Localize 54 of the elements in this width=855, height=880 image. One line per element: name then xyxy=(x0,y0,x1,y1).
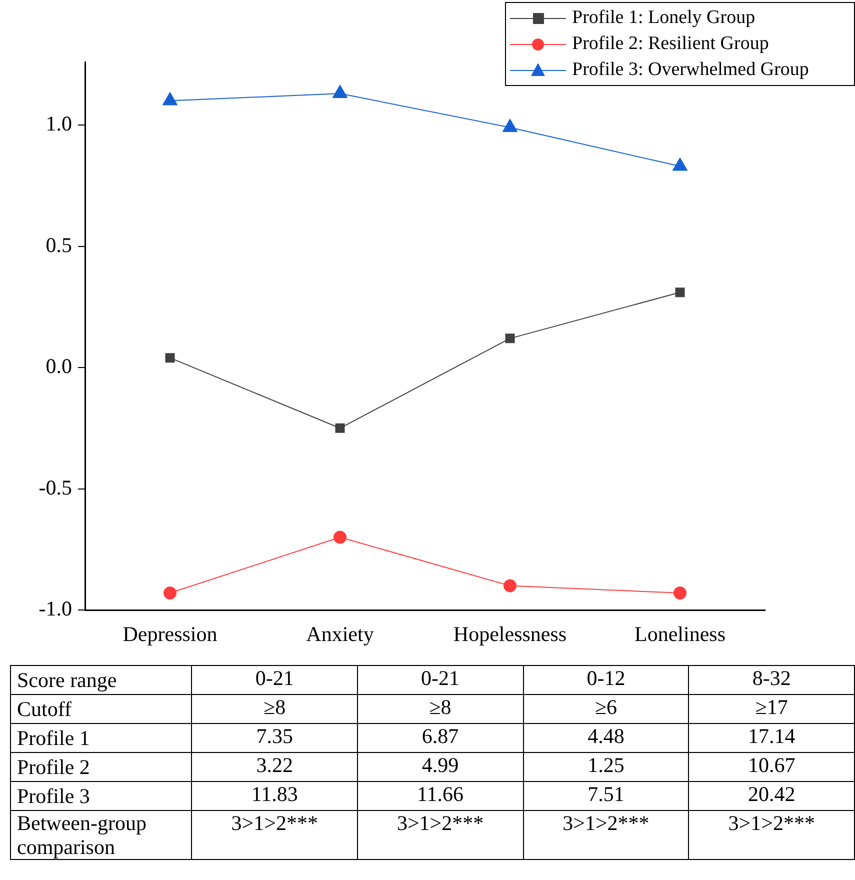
point xyxy=(332,85,348,98)
text: 4.99 xyxy=(422,753,459,777)
text: 0-12 xyxy=(586,666,626,690)
y-tick-label: Score range xyxy=(10,666,192,694)
y-tick-label: Cutoff xyxy=(10,694,192,724)
point xyxy=(334,530,346,544)
y-tick-label: 1.0 xyxy=(46,112,72,136)
legend-label: Profile 3: Overwhelmed Group xyxy=(572,59,809,81)
point xyxy=(164,586,176,600)
point xyxy=(162,92,178,106)
x-tick-label: Hopelessness xyxy=(453,622,567,646)
text: ≥6 xyxy=(594,695,617,719)
text: 3>1>2*** xyxy=(562,811,650,835)
x-tick-label: Loneliness xyxy=(634,622,726,646)
text: 3>1>2*** xyxy=(396,811,484,835)
point xyxy=(504,579,516,592)
y-tick-label: Profile 1 xyxy=(10,724,192,752)
legend-label: Profile 1: Lonely Group xyxy=(572,7,756,29)
y-tick-label: -1.0 xyxy=(38,596,72,621)
text: 10.67 xyxy=(748,753,796,777)
text: 4.48 xyxy=(588,724,624,748)
text: 17.14 xyxy=(748,724,796,748)
text: 0-21 xyxy=(421,666,460,690)
text: ≥8 xyxy=(429,695,452,719)
y-tick-label: Profile 3 xyxy=(10,782,192,810)
text: 11.66 xyxy=(417,782,464,806)
x-tick-label: Anxiety xyxy=(306,622,374,646)
text: 3.22 xyxy=(256,753,294,777)
text: 0-21 xyxy=(255,666,294,690)
point xyxy=(165,353,175,363)
legend-label: Profile 2: Resilient Group xyxy=(572,33,769,55)
point xyxy=(672,158,688,171)
x-tick-label: Depression xyxy=(122,622,218,646)
y-tick-label: 0.0 xyxy=(46,354,72,378)
text: ≥17 xyxy=(755,695,788,719)
text: 3>1>2*** xyxy=(728,811,815,835)
text: 20.42 xyxy=(748,782,796,806)
point xyxy=(502,118,518,132)
point xyxy=(675,288,685,298)
text: 11.83 xyxy=(251,782,298,806)
text: 1.25 xyxy=(588,753,624,777)
point xyxy=(674,586,686,600)
text: ≥8 xyxy=(264,695,286,719)
text: 8-32 xyxy=(752,666,791,690)
text: 3>1>2*** xyxy=(231,811,318,835)
text: 7.35 xyxy=(256,724,294,748)
point xyxy=(505,334,515,344)
text: 7.51 xyxy=(588,782,624,806)
point xyxy=(335,423,345,433)
text: 6.87 xyxy=(422,724,459,748)
y-tick-label: -0.5 xyxy=(38,475,72,500)
y-tick-label: Profile 2 xyxy=(10,752,192,782)
y-tick-label: 0.5 xyxy=(46,232,72,257)
y-tick-label: Between-group comparison xyxy=(10,810,192,860)
